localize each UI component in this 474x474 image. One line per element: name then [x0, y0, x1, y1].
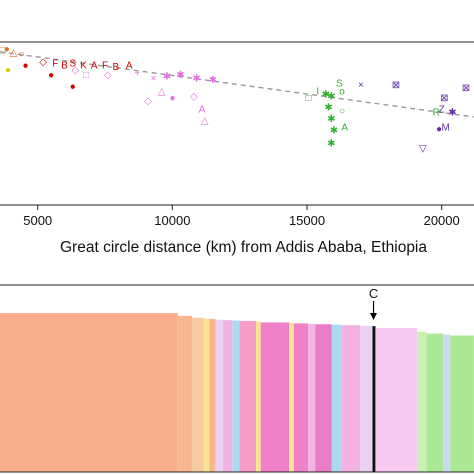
- scatter-point: ●: [5, 65, 11, 76]
- ancestry-segment: [315, 324, 332, 472]
- ancestry-segment: [450, 335, 474, 472]
- scatter-point: ◇: [39, 57, 47, 68]
- scatter-point: I: [316, 86, 319, 97]
- scatter-points: □● △ ○● ● ◇ F B S K A F B A●●◇ □ ◇ + × ✱ ✱ ✱ ✱△◇ ● ◇A△□I ✱✱✱✱✱✱…: [0, 44, 470, 154]
- scatter-point: S: [69, 59, 76, 70]
- ancestry-segment: [209, 319, 216, 472]
- ancestry-segment: [417, 331, 427, 472]
- scatter-point: ✱: [324, 103, 332, 114]
- scatter-point: +: [134, 68, 140, 79]
- ancestry-segment: [426, 333, 444, 472]
- scatter-point: K: [80, 60, 87, 71]
- scatter-point: ●: [436, 124, 442, 135]
- x-axis-label: Great circle distance (km) from Addis Ab…: [60, 239, 427, 256]
- scatter-point: ✱: [192, 73, 200, 84]
- scatter-point: ●: [169, 93, 175, 104]
- x-tick-label: 20000: [424, 213, 460, 228]
- scatter-point: R: [433, 108, 440, 119]
- annotation-arrow-head: [370, 313, 378, 320]
- scatter-point: ×: [151, 73, 157, 84]
- ancestry-segment: [177, 315, 192, 472]
- scatter-point: ✱: [322, 90, 330, 101]
- scatter-point: ✱: [327, 139, 335, 150]
- ancestry-segment: [232, 320, 240, 472]
- scatter-point: △: [10, 47, 18, 58]
- scatter-point: □: [83, 70, 89, 81]
- ancestry-segment: [308, 323, 316, 472]
- ancestry-segment: [331, 324, 342, 472]
- annotation-label: C: [369, 286, 378, 301]
- scatter-point: ✱: [209, 75, 217, 86]
- ancestry-segment: [260, 322, 290, 472]
- scatter-point: F: [102, 60, 108, 71]
- scatter-point: ✱: [330, 126, 338, 137]
- scatter-panel: 5000 10000 15000 20000 □● △ ○● ● ◇ F B S K A F B A●●◇ □ ◇…: [0, 41, 474, 256]
- ancestry-segment: [375, 328, 418, 472]
- ancestry-segment: [215, 319, 223, 472]
- sample-annotation: C: [369, 286, 378, 320]
- ancestry-segment: [255, 321, 261, 472]
- ancestry-segment: [443, 334, 451, 472]
- scatter-point: o: [339, 86, 345, 97]
- scatter-point: A: [126, 60, 133, 71]
- ancestry-segment: [203, 318, 210, 472]
- ancestry-segment: [289, 322, 294, 472]
- scatter-point: ⊠: [440, 93, 448, 104]
- scatter-point: A: [199, 104, 206, 115]
- scatter-point: ▽: [419, 143, 427, 154]
- ancestry-segment: [0, 313, 178, 472]
- ancestry-segment: [341, 325, 361, 472]
- x-tick-label: 10000: [154, 213, 190, 228]
- x-tick-label: 15000: [289, 213, 325, 228]
- ancestry-bar-panel: C: [0, 284, 474, 473]
- scatter-point: ✱: [327, 114, 335, 125]
- scatter-point: △: [201, 116, 209, 127]
- scatter-point: ●: [48, 70, 54, 81]
- scatter-point: A: [341, 122, 348, 133]
- scatter-point: Z: [439, 104, 445, 115]
- ancestry-segment: [372, 326, 376, 472]
- scatter-point: ○: [339, 106, 345, 117]
- scatter-point: S: [336, 78, 343, 89]
- ancestry-segments: [0, 305, 474, 472]
- scatter-point: ○: [19, 49, 25, 60]
- x-ticks: 5000 10000 15000 20000: [23, 205, 460, 228]
- scatter-point: F: [52, 59, 58, 70]
- scatter-point: M: [442, 122, 450, 133]
- scatter-point: ⊠: [392, 80, 400, 91]
- scatter-point: ●: [4, 44, 10, 55]
- scatter-point: △: [158, 86, 166, 97]
- scatter-point: ✱: [448, 108, 456, 119]
- scatter-point: ×: [358, 80, 364, 91]
- ancestry-segment: [222, 320, 233, 472]
- x-tick-label: 5000: [23, 213, 52, 228]
- scatter-point: B: [112, 62, 119, 73]
- ancestry-segment: [293, 323, 309, 472]
- trendline: [0, 51, 474, 118]
- scatter-point: B: [61, 60, 68, 71]
- scatter-point: ◇: [190, 91, 198, 102]
- scatter-point: □: [305, 93, 311, 104]
- ancestry-segment: [191, 317, 204, 472]
- scatter-point: ⊠: [462, 83, 470, 94]
- scatter-point: ✱: [176, 70, 184, 81]
- scatter-point: ◇: [104, 70, 112, 81]
- scatter-point: ◇: [72, 65, 80, 76]
- ancestry-segment: [360, 325, 373, 472]
- ancestry-segment: [239, 320, 256, 472]
- scatter-point: ◇: [144, 96, 152, 107]
- scatter-point: □: [0, 46, 6, 57]
- scatter-point: A: [91, 60, 98, 71]
- scatter-point: ✱: [163, 72, 171, 83]
- scatter-point: ✱: [327, 91, 335, 102]
- scatter-point: ●: [70, 82, 76, 93]
- scatter-point: ●: [23, 60, 29, 71]
